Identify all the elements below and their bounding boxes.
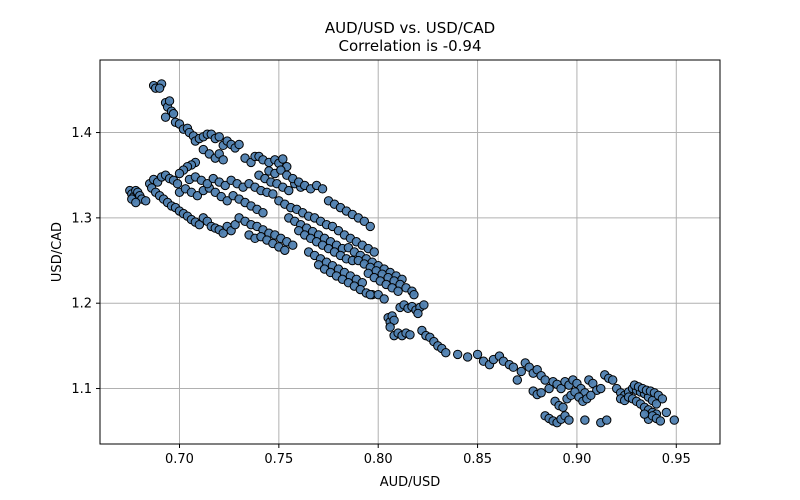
scatter-point (365, 289, 375, 300)
y-axis-ticks: 1.1 1.2 1.3 1.4 (71, 126, 100, 397)
x-axis-ticks: 0.70 0.75 0.80 0.85 0.90 0.95 (165, 444, 691, 467)
scatter-point (258, 208, 268, 218)
scatter-point (276, 165, 286, 175)
x-tick-label: 0.90 (562, 452, 591, 467)
scatter-point (131, 197, 141, 208)
scatter-point (359, 216, 369, 226)
scatter-point (661, 407, 672, 418)
y-tick-label: 1.3 (71, 211, 92, 226)
scatter-point (586, 390, 596, 401)
scatter-point (268, 189, 278, 199)
scatter-point (405, 330, 415, 340)
scatter-point (607, 375, 618, 385)
scatter-point (651, 399, 662, 409)
scatter-point (278, 154, 288, 164)
scatter-point (192, 190, 203, 201)
scatter-point (544, 383, 554, 394)
y-tick-label: 1.4 (71, 126, 92, 141)
scatter-point (441, 347, 451, 358)
scatter-point (317, 184, 328, 194)
scatter-point (462, 352, 473, 362)
scatter-point (409, 289, 419, 300)
scatter-point (657, 394, 668, 404)
scatter-point (516, 366, 526, 377)
scatter-point (168, 109, 179, 119)
scatter-point (596, 383, 606, 394)
plot-frame (99, 59, 721, 445)
x-tick-label: 0.95 (662, 452, 691, 467)
scatter-point (141, 196, 151, 206)
scatter-point (194, 219, 205, 230)
data-points (125, 79, 679, 428)
scatter-point (234, 139, 244, 150)
scatter-point (669, 415, 679, 425)
scatter-point (164, 96, 175, 106)
scatter-point (369, 247, 379, 257)
scatter-point (556, 383, 566, 394)
scatter-point (385, 322, 395, 332)
grid (100, 60, 720, 444)
scatter-point (284, 185, 294, 196)
scatter-point (639, 409, 650, 419)
scatter-point (512, 375, 523, 385)
scatter-point (413, 308, 423, 319)
y-tick-label: 1.1 (71, 382, 92, 397)
scatter-point (588, 378, 598, 389)
scatter-point (389, 315, 399, 325)
scatter-point (472, 349, 483, 360)
scatter-point (365, 221, 375, 232)
scatter-point (564, 415, 574, 425)
scatter-point (220, 180, 230, 191)
scatter-point (558, 402, 568, 413)
scatter-point (160, 112, 171, 122)
scatter-point (508, 362, 519, 372)
chart-subtitle: Correlation is -0.94 (338, 37, 481, 55)
scatter-point (202, 179, 213, 189)
x-axis-label: AUD/USD (380, 475, 441, 490)
y-axis-label: USD/CAD (50, 222, 65, 282)
x-tick-label: 0.80 (364, 452, 393, 467)
x-tick-label: 0.85 (463, 452, 492, 467)
scatter-point (580, 415, 590, 425)
chart-title: AUD/USD vs. USD/CAD (325, 19, 495, 37)
scatter-point (154, 83, 165, 93)
scatter-point (218, 155, 228, 165)
scatter-point (280, 245, 290, 255)
scatter-point (379, 294, 389, 304)
scatter-point (540, 375, 550, 385)
y-tick-label: 1.2 (71, 297, 92, 312)
scatter-point (419, 300, 429, 310)
scatter-point (536, 388, 546, 398)
scatter-point (288, 240, 298, 250)
scatter-point (655, 416, 666, 426)
scatter-point (230, 219, 240, 230)
x-tick-label: 0.70 (165, 452, 194, 467)
scatter-point (222, 196, 232, 206)
scatter-point (172, 179, 183, 189)
scatter-point (174, 168, 185, 179)
scatter-point (602, 415, 612, 425)
scatter-point (452, 349, 463, 360)
scatter-point (214, 132, 224, 142)
scatter-point (393, 286, 403, 296)
x-tick-label: 0.75 (264, 452, 293, 467)
